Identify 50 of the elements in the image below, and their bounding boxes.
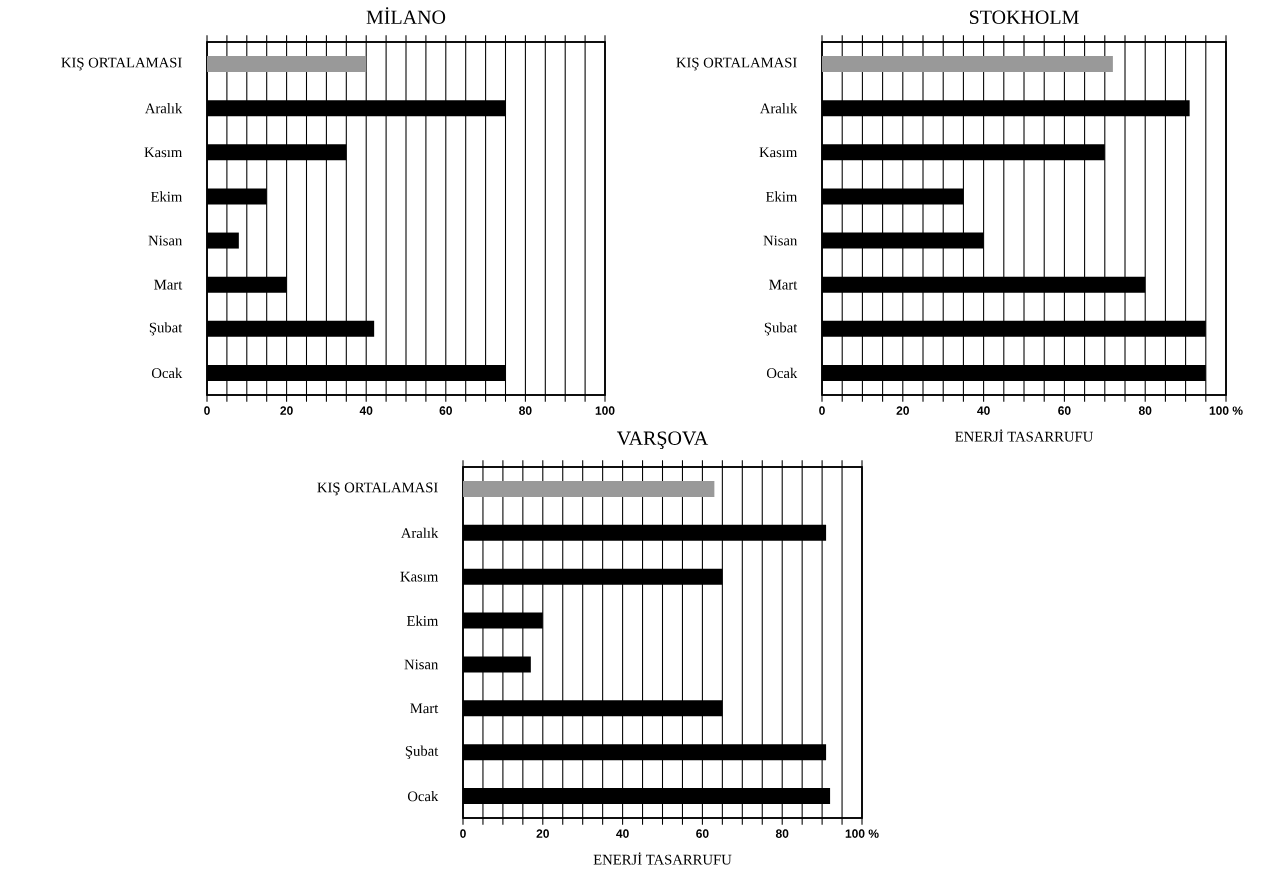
x-tick-label: 20 [896, 406, 909, 415]
x-tick-label: 60 [1058, 406, 1071, 415]
x-tick-label: 40 [359, 406, 373, 415]
x-axis-title: ENERJİ TASARRUFU [955, 429, 1093, 442]
x-tick-label: 80 [519, 406, 532, 415]
y-tick-label: Aralık [144, 103, 183, 114]
y-tick-label: Aralık [759, 103, 798, 114]
y-tick-label: Ekim [406, 615, 439, 626]
y-tick-label: Ocak [766, 367, 798, 379]
bar [463, 480, 715, 497]
x-tick-label: 100 % [845, 829, 879, 838]
y-tick-label: Şubat [764, 322, 798, 336]
x-tick-label: 60 [696, 829, 709, 838]
y-tick-label: KIŞ ORTALAMASI [676, 57, 797, 71]
y-tick-label: Mart [769, 279, 798, 290]
x-tick-label: 0 [204, 406, 210, 415]
y-tick-label: KIŞ ORTALAMASI [61, 57, 182, 71]
y-tick-label: Kasım [144, 147, 183, 158]
y-tick-label: KIŞ ORTALAMASI [317, 482, 438, 496]
x-tick-label: 80 [1138, 406, 1152, 415]
x-tick-label: 100 % [1209, 406, 1243, 415]
x-tick-label: 0 [819, 406, 825, 415]
chart-title: MİLANO [366, 7, 446, 24]
bar [822, 56, 1113, 73]
y-tick-label: Şubat [405, 745, 439, 759]
y-tick-label: Aralık [400, 527, 439, 538]
x-axis-title: ENERJİ TASARRUFU [593, 852, 732, 865]
y-tick-label: Mart [154, 279, 183, 290]
y-tick-label: Şubat [149, 322, 183, 336]
y-tick-label: Ekim [765, 191, 798, 202]
x-tick-label: 40 [616, 829, 629, 838]
y-tick-label: Ocak [151, 367, 183, 379]
x-tick-label: 20 [536, 829, 549, 838]
y-tick-label: Ekim [150, 191, 183, 202]
chart-title: VARŞOVA [616, 431, 709, 449]
y-tick-label: Nisan [148, 235, 183, 246]
y-tick-label: Nisan [763, 235, 798, 246]
x-tick-label: 80 [775, 829, 789, 838]
y-tick-label: Kasım [400, 571, 439, 582]
y-tick-label: Ocak [407, 790, 439, 802]
y-tick-label: Kasım [759, 147, 798, 158]
y-tick-label: Mart [410, 703, 439, 714]
chart-title: STOKHOLM [969, 10, 1079, 24]
y-tick-label: Nisan [404, 659, 439, 670]
x-tick-label: 60 [439, 406, 452, 415]
x-tick-label: 0 [460, 829, 466, 838]
x-tick-label: 20 [280, 406, 293, 415]
bar [207, 56, 367, 73]
x-tick-label: 40 [977, 406, 990, 415]
x-tick-label: 100 [595, 406, 615, 415]
